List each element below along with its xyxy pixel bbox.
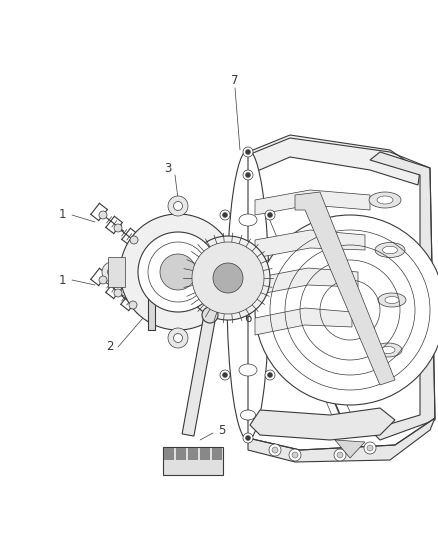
Circle shape bbox=[268, 213, 272, 217]
Polygon shape bbox=[250, 408, 395, 440]
Circle shape bbox=[243, 147, 253, 157]
Circle shape bbox=[220, 290, 230, 300]
Circle shape bbox=[269, 444, 281, 456]
Circle shape bbox=[243, 170, 253, 180]
Polygon shape bbox=[188, 448, 198, 460]
Circle shape bbox=[213, 263, 243, 293]
Circle shape bbox=[246, 173, 251, 177]
Text: 5: 5 bbox=[218, 424, 226, 437]
Circle shape bbox=[240, 268, 248, 277]
Ellipse shape bbox=[375, 243, 405, 257]
Ellipse shape bbox=[239, 214, 257, 226]
Circle shape bbox=[107, 268, 117, 277]
Ellipse shape bbox=[385, 296, 399, 303]
Circle shape bbox=[272, 447, 278, 453]
Circle shape bbox=[138, 232, 218, 312]
Polygon shape bbox=[248, 418, 435, 462]
Polygon shape bbox=[335, 440, 365, 458]
Circle shape bbox=[220, 210, 230, 220]
Text: 1: 1 bbox=[58, 208, 66, 222]
Polygon shape bbox=[108, 257, 125, 287]
Circle shape bbox=[246, 149, 251, 155]
Ellipse shape bbox=[227, 150, 269, 440]
Circle shape bbox=[192, 242, 264, 314]
Circle shape bbox=[334, 449, 346, 461]
Circle shape bbox=[173, 201, 183, 211]
Polygon shape bbox=[228, 250, 246, 294]
Circle shape bbox=[223, 293, 227, 297]
Circle shape bbox=[129, 301, 137, 309]
Circle shape bbox=[255, 215, 438, 405]
Circle shape bbox=[337, 452, 343, 458]
Circle shape bbox=[99, 211, 107, 219]
Ellipse shape bbox=[378, 293, 406, 307]
Ellipse shape bbox=[239, 289, 257, 301]
Text: 1: 1 bbox=[58, 273, 66, 287]
Circle shape bbox=[265, 210, 275, 220]
Polygon shape bbox=[212, 448, 222, 460]
Polygon shape bbox=[148, 295, 155, 330]
Polygon shape bbox=[255, 190, 370, 215]
Ellipse shape bbox=[382, 246, 398, 254]
Polygon shape bbox=[200, 448, 210, 460]
Text: 7: 7 bbox=[231, 74, 239, 86]
Polygon shape bbox=[163, 447, 223, 475]
Polygon shape bbox=[176, 448, 186, 460]
Polygon shape bbox=[182, 314, 216, 436]
Circle shape bbox=[246, 435, 251, 440]
Ellipse shape bbox=[240, 410, 255, 420]
Circle shape bbox=[268, 373, 272, 377]
Circle shape bbox=[292, 452, 298, 458]
Circle shape bbox=[220, 370, 230, 380]
Circle shape bbox=[173, 334, 183, 343]
Circle shape bbox=[202, 307, 218, 323]
Circle shape bbox=[99, 276, 107, 284]
Ellipse shape bbox=[381, 346, 395, 353]
Polygon shape bbox=[248, 135, 420, 185]
Polygon shape bbox=[370, 152, 435, 440]
Circle shape bbox=[265, 370, 275, 380]
Text: 4: 4 bbox=[206, 303, 214, 317]
Circle shape bbox=[186, 236, 270, 320]
Circle shape bbox=[223, 213, 227, 217]
Circle shape bbox=[367, 445, 373, 451]
Circle shape bbox=[114, 224, 122, 232]
Polygon shape bbox=[164, 448, 174, 460]
Ellipse shape bbox=[239, 364, 257, 376]
Circle shape bbox=[102, 262, 122, 282]
Text: 2: 2 bbox=[106, 341, 114, 353]
Text: 3: 3 bbox=[164, 161, 172, 174]
Circle shape bbox=[114, 289, 122, 297]
Polygon shape bbox=[255, 268, 358, 295]
Circle shape bbox=[168, 328, 188, 348]
Polygon shape bbox=[255, 230, 365, 258]
Text: 6: 6 bbox=[244, 311, 252, 325]
Circle shape bbox=[364, 442, 376, 454]
Ellipse shape bbox=[374, 343, 402, 357]
Circle shape bbox=[243, 410, 253, 420]
Circle shape bbox=[130, 236, 138, 244]
Circle shape bbox=[160, 254, 196, 290]
Circle shape bbox=[120, 214, 236, 330]
Ellipse shape bbox=[369, 192, 401, 208]
Circle shape bbox=[246, 413, 251, 417]
Circle shape bbox=[234, 262, 254, 282]
Polygon shape bbox=[295, 192, 395, 385]
Circle shape bbox=[289, 449, 301, 461]
Circle shape bbox=[168, 196, 188, 216]
Circle shape bbox=[243, 433, 253, 443]
Polygon shape bbox=[255, 308, 352, 335]
Ellipse shape bbox=[377, 196, 393, 204]
Circle shape bbox=[223, 373, 227, 377]
